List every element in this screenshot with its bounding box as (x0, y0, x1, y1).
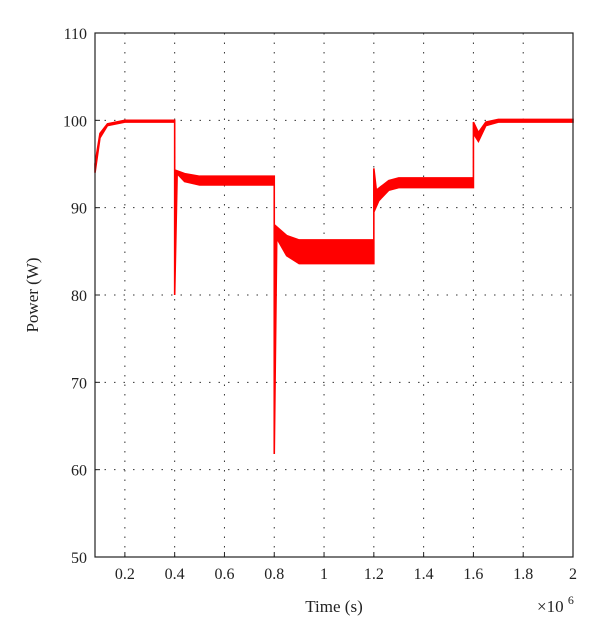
power-series-band (94, 118, 574, 454)
x-tick-label: 0.4 (165, 566, 185, 583)
y-tick-label: 80 (71, 288, 87, 305)
y-tick-label: 50 (71, 550, 87, 567)
x-tick-label: 1 (320, 566, 328, 583)
x-tick-label: 1.2 (364, 566, 384, 583)
x-tick-label: 0.6 (214, 566, 234, 583)
x-tick-label: 1.8 (513, 566, 533, 583)
x-tick-labels: 0.2 0.4 0.6 0.8 1 1.2 1.4 1.6 1.8 2 (115, 566, 577, 583)
y-tick-label: 100 (63, 113, 87, 130)
x-tick-label: 0.8 (264, 566, 284, 583)
x-tick-label: 2 (569, 566, 577, 583)
x-tick-label: 0.2 (115, 566, 135, 583)
x-axis-label: Time (s) (305, 597, 362, 616)
x-tick-label: 1.4 (414, 566, 434, 583)
series-layer (94, 118, 574, 454)
y-tick-label: 90 (71, 201, 87, 218)
y-tick-labels: 50 60 70 80 90 100 110 (63, 26, 87, 567)
x-tick-label: 1.6 (463, 566, 483, 583)
grid-lines (95, 32, 574, 558)
x-multiplier-base: ×10 (537, 597, 564, 616)
y-axis-label: Power (W) (23, 257, 42, 332)
y-tick-label: 60 (71, 463, 87, 480)
y-tick-label: 70 (71, 375, 87, 392)
plot-frame (94, 32, 574, 558)
y-tick-label: 110 (64, 26, 87, 43)
x-multiplier-exponent: 6 (568, 593, 574, 607)
x-axis-multiplier: ×10 6 (537, 593, 574, 616)
